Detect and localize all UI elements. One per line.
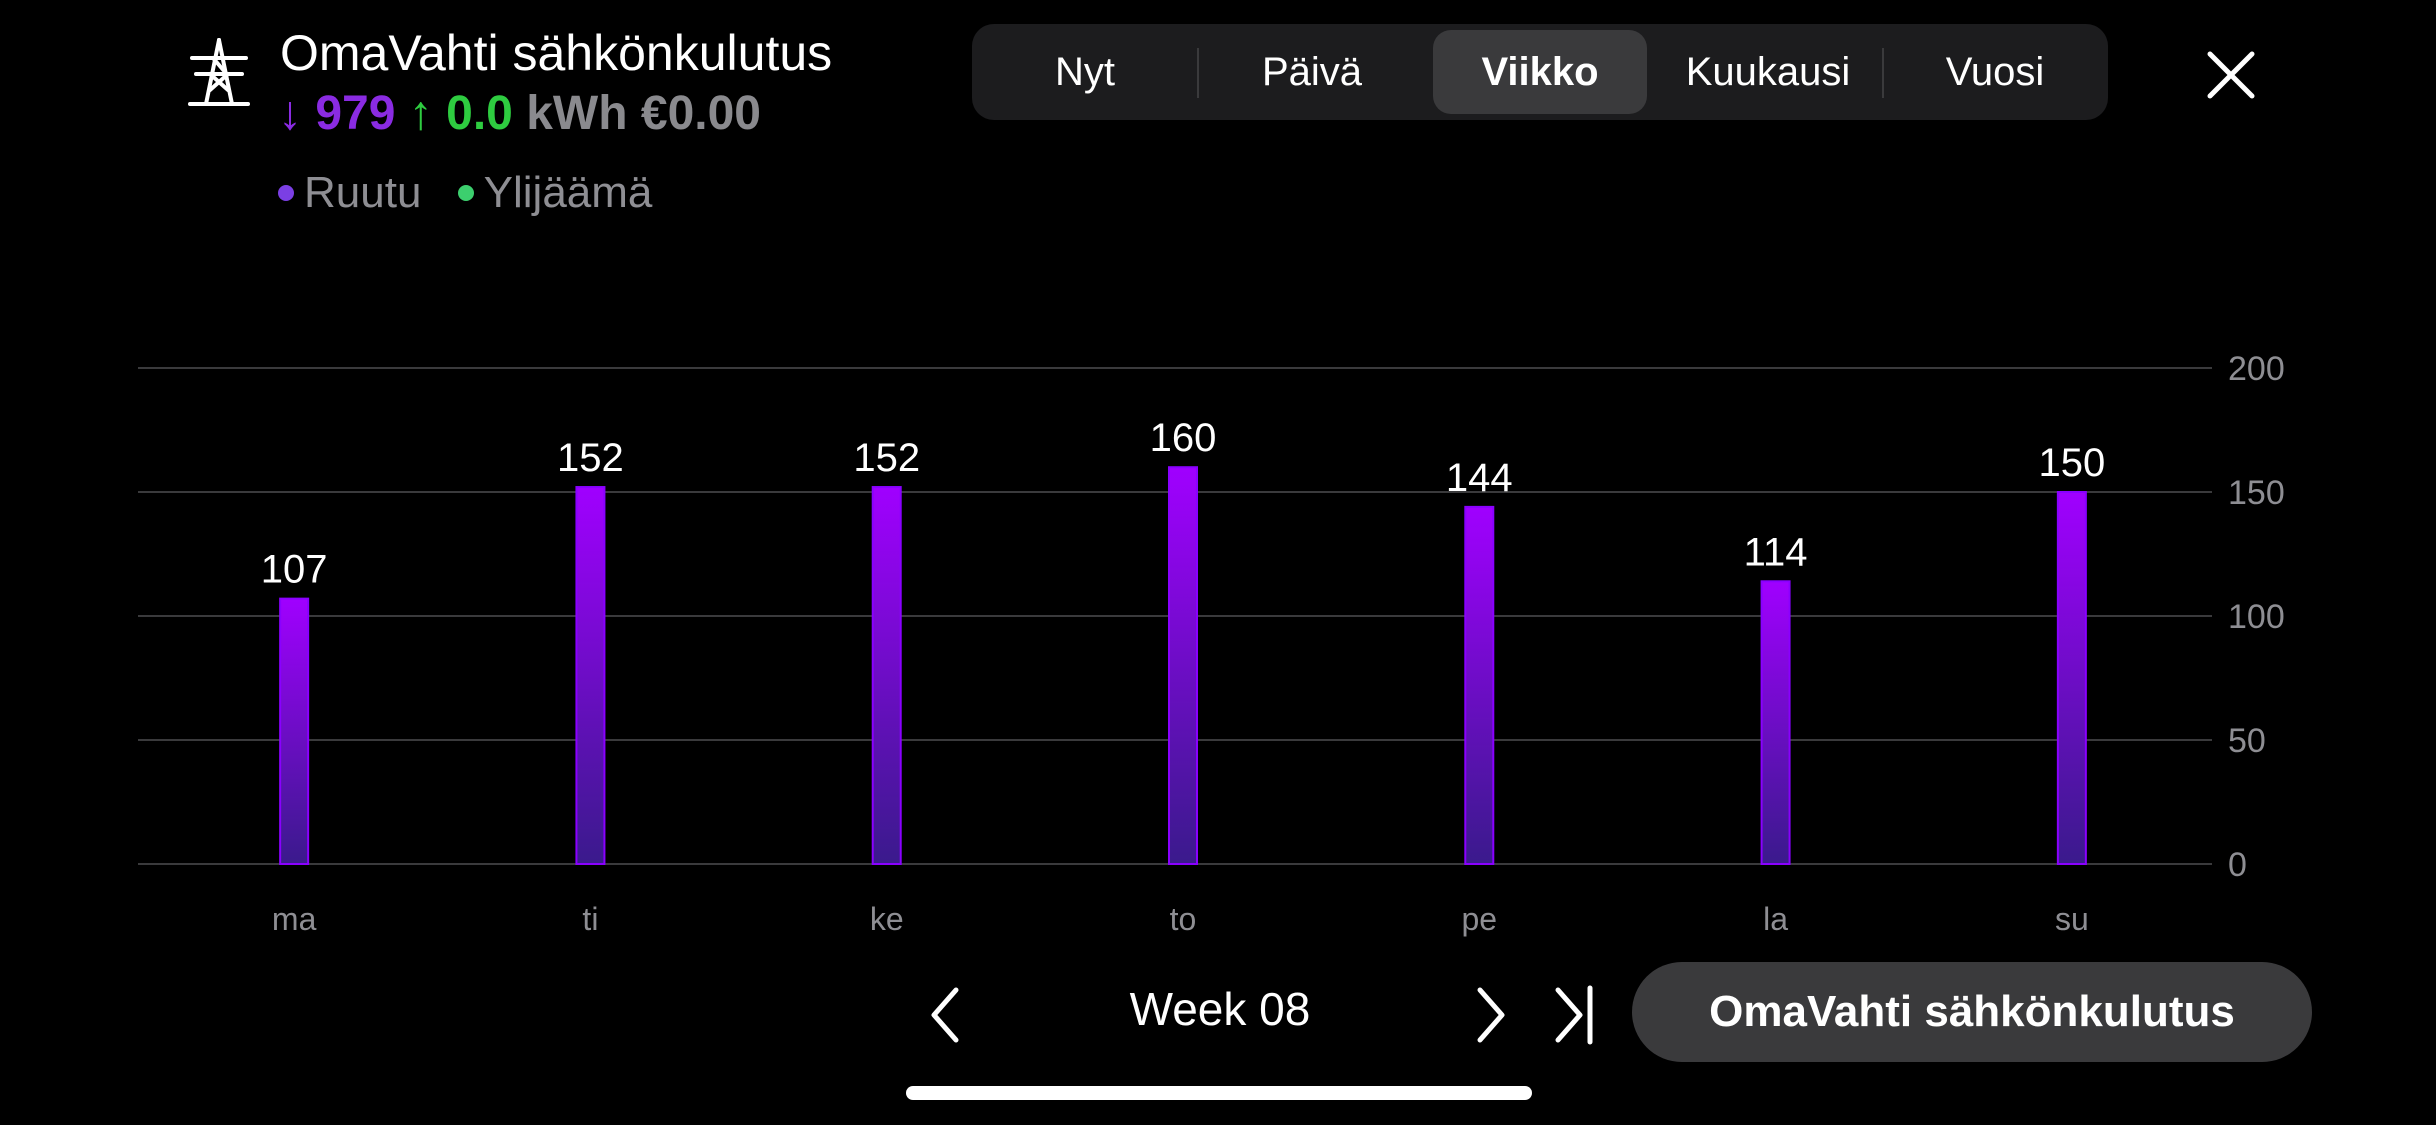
tab-year[interactable]: Vuosi — [1945, 49, 2045, 94]
legend-dot-grid — [278, 185, 294, 201]
bar-ti[interactable] — [575, 486, 606, 865]
tab-now[interactable]: Nyt — [1055, 49, 1115, 94]
bar-value-label: 152 — [853, 436, 920, 480]
tab-divider — [1882, 48, 1884, 98]
tab-week[interactable]: Viikko — [1433, 30, 1647, 114]
tab-day[interactable]: Päivä — [1261, 49, 1363, 94]
x-tick-label: su — [2055, 901, 2089, 937]
bar-ke[interactable] — [871, 486, 902, 865]
bar-la[interactable] — [1760, 580, 1791, 866]
bar-value-label: 150 — [2038, 441, 2105, 485]
x-tick-label: ke — [870, 901, 904, 937]
cost-value: €0.00 — [640, 87, 761, 140]
week-label: Week 08 — [1129, 983, 1311, 1035]
y-tick-label: 50 — [2228, 722, 2266, 760]
bar-value-label: 114 — [1744, 530, 1808, 574]
x-tick-label: to — [1170, 901, 1197, 937]
surplus-value: 0.0 — [446, 87, 513, 140]
y-tick-label: 100 — [2228, 598, 2285, 636]
energy-unit: kWh — [526, 87, 628, 140]
x-tick-label: ma — [272, 901, 317, 937]
grid-arrow-icon: ↓ — [278, 87, 302, 140]
close-icon[interactable] — [2200, 44, 2262, 106]
y-tick-label: 150 — [2228, 474, 2285, 512]
y-tick-label: 200 — [2228, 350, 2285, 388]
grid-consumption-value: 979 — [315, 87, 396, 140]
surplus-arrow-icon: ↑ — [408, 87, 433, 140]
legend-label-grid: Ruutu — [304, 168, 422, 217]
x-tick-label: ti — [582, 901, 598, 937]
bar-value-label: 107 — [261, 548, 328, 592]
home-indicator[interactable] — [906, 1086, 1532, 1100]
bar-value-label: 152 — [557, 436, 624, 480]
summary-stats: ↓ 979 ↑ 0.0 kWh €0.00 — [278, 86, 761, 141]
legend-item-surplus[interactable]: Ylijäämä — [457, 168, 653, 218]
legend-item-grid[interactable]: Ruutu — [278, 168, 421, 218]
weekly-consumption-chart: 0 50 100 150 200 107 ma 152 ti 152 ke 160 to 144 pe 114… — [138, 350, 2285, 937]
bar-pe[interactable] — [1464, 505, 1495, 865]
bar-value-label: 160 — [1150, 416, 1217, 460]
bar-value-label: 144 — [1446, 456, 1513, 500]
chevron-left-icon[interactable] — [920, 980, 970, 1050]
chart-legend: Ruutu Ylijäämä — [278, 162, 676, 218]
skip-to-end-icon[interactable] — [1550, 980, 1600, 1050]
tab-divider — [1197, 48, 1199, 98]
bar-ma[interactable] — [279, 597, 310, 865]
chevron-right-icon[interactable] — [1466, 980, 1516, 1050]
bar-su[interactable] — [2056, 491, 2087, 865]
page-title: OmaVahti sähkönkulutus — [280, 25, 833, 81]
legend-label-surplus: Ylijäämä — [483, 168, 653, 217]
legend-dot-surplus — [457, 185, 474, 201]
bar-to[interactable] — [1168, 466, 1198, 865]
power-pylon-icon — [188, 38, 250, 106]
x-tick-label: pe — [1461, 901, 1497, 937]
x-tick-label: la — [1763, 901, 1788, 937]
y-tick-label: 0 — [2228, 846, 2247, 884]
entity-button[interactable]: OmaVahti sähkönkulutus — [1632, 962, 2312, 1062]
tab-month[interactable]: Kuukausi — [1685, 49, 1851, 94]
period-selector: Nyt Päivä Viikko Kuukausi Vuosi — [972, 24, 2108, 120]
